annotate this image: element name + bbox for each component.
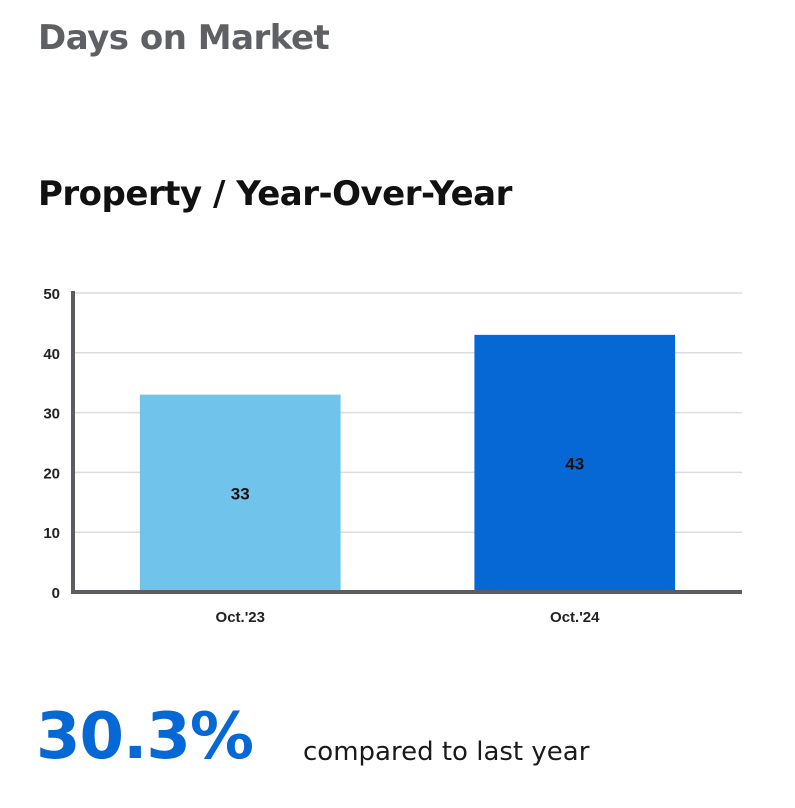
percent-change-value: 30.3%: [36, 700, 254, 774]
x-category-label: Oct.'24: [550, 609, 600, 626]
bar-value-label: 43: [565, 454, 584, 473]
percent-change-caption: compared to last year: [303, 737, 590, 767]
y-tick-label: 40: [43, 346, 60, 363]
y-tick-label: 0: [52, 585, 60, 602]
bars: [139, 334, 676, 592]
y-tick-label: 10: [43, 525, 60, 542]
axes: [71, 291, 742, 594]
bar-value-label: 33: [231, 484, 250, 503]
bar: [139, 394, 341, 592]
labels: 0 10 20 30 40 50 33 Oct.'23 43 Oct.'24: [43, 286, 600, 626]
y-tick-label: 20: [43, 465, 60, 482]
chart-title: Property / Year-Over-Year: [38, 174, 512, 214]
y-tick-label: 30: [43, 406, 60, 423]
page-title: Days on Market: [38, 18, 330, 58]
bar-chart: 0 10 20 30 40 50 33 Oct.'23 43 Oct.'24: [43, 286, 742, 626]
bar: [474, 334, 676, 592]
x-category-label: Oct.'23: [216, 609, 265, 626]
y-tick-label: 50: [43, 286, 60, 303]
